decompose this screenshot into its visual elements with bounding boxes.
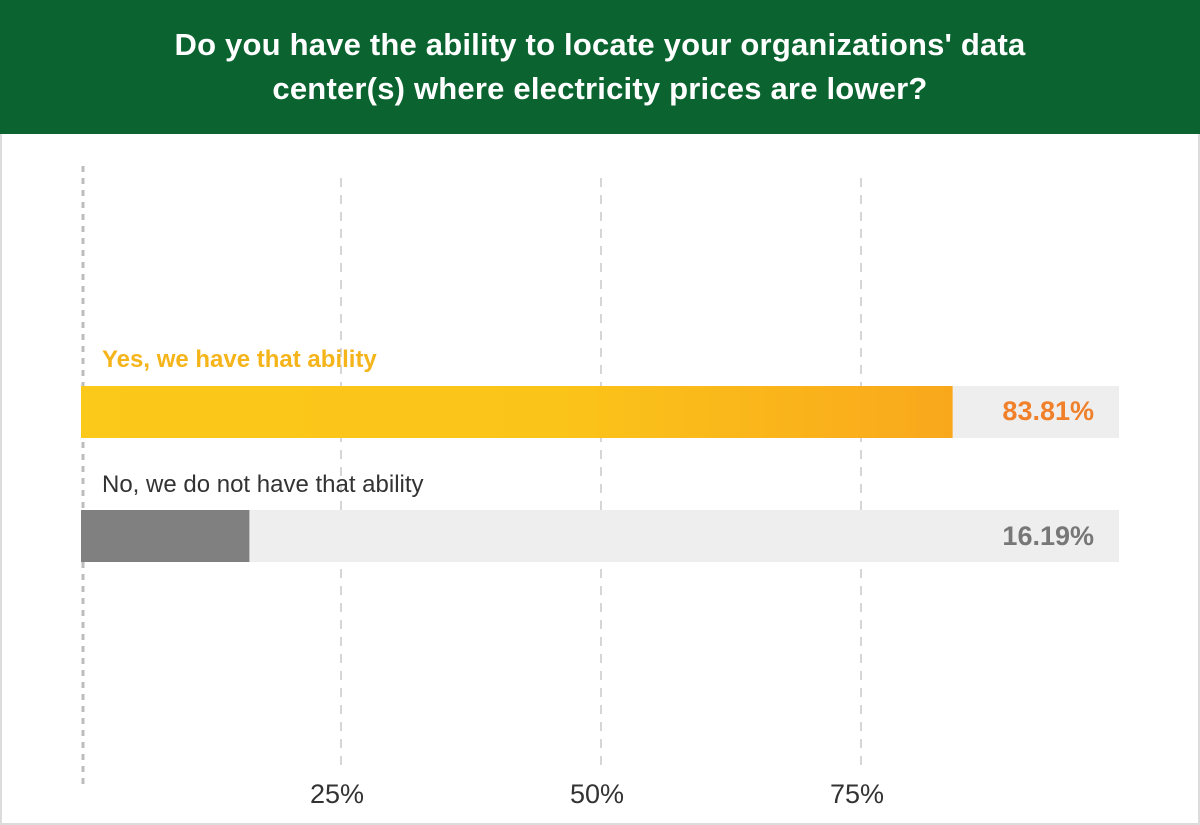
chart-title: Do you have the ability to locate your o… [174, 27, 1026, 106]
x-tick-label: 25% [310, 779, 364, 809]
value-label: 16.19% [1002, 521, 1094, 551]
x-axis-ticks: 25% 50% 75% [310, 779, 884, 809]
grid-layer [81, 166, 862, 785]
bar-yes [81, 386, 953, 438]
bar-track [81, 510, 1119, 562]
bar-layer: Yes, we have that ability 83.81% No, we do… [81, 346, 1119, 562]
value-label: 83.81% [1002, 396, 1094, 426]
bar-no [81, 510, 250, 562]
category-label: Yes, we have that ability [102, 346, 377, 373]
x-tick-label: 75% [830, 779, 884, 809]
chart-header: Do you have the ability to locate your o… [0, 0, 1200, 134]
category-label: No, we do not have that ability [102, 471, 424, 498]
x-tick-label: 50% [570, 779, 624, 809]
